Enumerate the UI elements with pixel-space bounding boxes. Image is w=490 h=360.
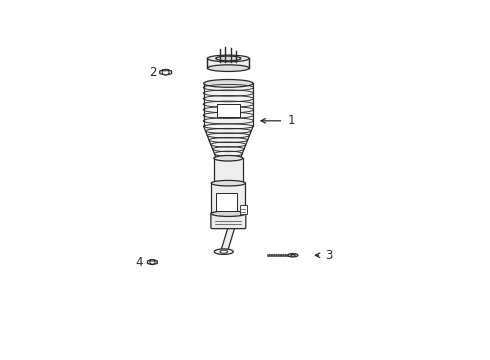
Ellipse shape: [214, 156, 243, 161]
Ellipse shape: [288, 253, 298, 257]
Bar: [211, 183, 245, 214]
Ellipse shape: [211, 180, 245, 186]
Ellipse shape: [216, 56, 241, 61]
Ellipse shape: [207, 65, 249, 72]
Bar: [214, 158, 243, 183]
Text: 3: 3: [325, 249, 333, 262]
FancyBboxPatch shape: [211, 212, 246, 229]
Ellipse shape: [204, 80, 253, 87]
Text: 2: 2: [149, 66, 157, 79]
Bar: [207, 58, 249, 68]
Ellipse shape: [207, 55, 249, 62]
Ellipse shape: [162, 69, 169, 71]
Ellipse shape: [149, 260, 155, 261]
Ellipse shape: [291, 255, 295, 256]
Ellipse shape: [214, 249, 233, 255]
Ellipse shape: [211, 211, 245, 216]
Circle shape: [162, 70, 169, 75]
Polygon shape: [147, 260, 157, 265]
Bar: [204, 84, 253, 126]
Text: 1: 1: [287, 114, 294, 127]
Polygon shape: [204, 126, 253, 158]
Polygon shape: [220, 228, 235, 252]
Ellipse shape: [220, 250, 227, 253]
Bar: [217, 104, 240, 117]
Circle shape: [150, 260, 155, 264]
Bar: [240, 205, 247, 214]
Bar: [216, 193, 237, 211]
Polygon shape: [160, 69, 172, 75]
Text: 4: 4: [135, 256, 143, 269]
